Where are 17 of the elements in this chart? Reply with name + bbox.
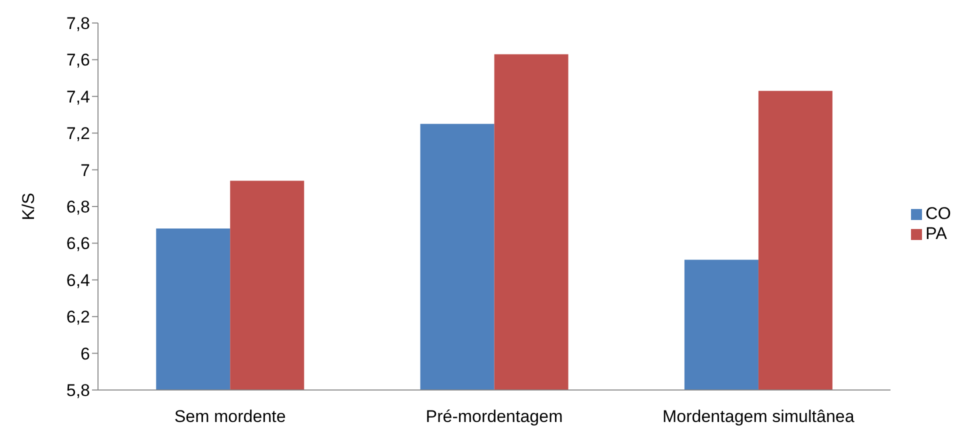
y-tick-label: 6,6 (66, 234, 90, 254)
y-tick-label: 6,2 (66, 308, 90, 327)
legend-label: PA (926, 224, 947, 243)
y-tick-label: 7,4 (66, 87, 90, 106)
y-tick-label: 5,8 (66, 381, 90, 400)
x-tick-label: Sem mordente (174, 407, 286, 426)
y-tick-label: 7,2 (66, 124, 90, 144)
y-tick-label: 7,6 (66, 50, 90, 70)
x-tick-label: Mordentagem simultânea (662, 407, 855, 426)
y-tick-label: 6,8 (66, 198, 90, 217)
y-tick-label: 6 (80, 344, 90, 364)
x-tick-label: Pré-mordentagem (426, 407, 563, 426)
y-tick-label: 7,8 (66, 14, 90, 34)
y-axis-title: K/S (19, 192, 38, 220)
y-tick-label: 6,4 (66, 270, 90, 290)
y-tick-label: 7 (80, 160, 90, 180)
legend-label: CO (926, 204, 951, 223)
